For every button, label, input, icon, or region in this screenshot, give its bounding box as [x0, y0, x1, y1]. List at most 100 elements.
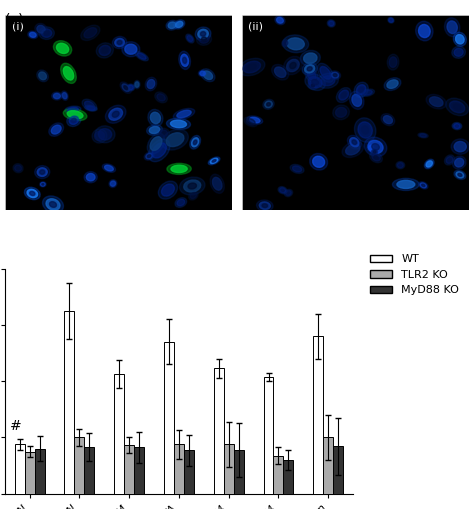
Ellipse shape	[188, 183, 197, 189]
Ellipse shape	[350, 137, 359, 147]
Ellipse shape	[115, 38, 124, 46]
Ellipse shape	[199, 70, 207, 77]
Ellipse shape	[109, 108, 123, 120]
Ellipse shape	[146, 125, 163, 135]
Ellipse shape	[392, 178, 419, 190]
Ellipse shape	[311, 84, 315, 87]
Bar	[84, 447, 94, 494]
Ellipse shape	[452, 123, 462, 130]
Ellipse shape	[52, 92, 62, 100]
Ellipse shape	[49, 202, 56, 207]
Ellipse shape	[186, 34, 194, 43]
Ellipse shape	[122, 42, 140, 57]
Ellipse shape	[84, 27, 97, 38]
Ellipse shape	[447, 21, 457, 34]
Ellipse shape	[148, 139, 170, 162]
Ellipse shape	[244, 117, 257, 127]
Ellipse shape	[99, 45, 110, 55]
Ellipse shape	[308, 81, 318, 90]
Ellipse shape	[272, 65, 289, 80]
Bar	[234, 450, 244, 494]
Ellipse shape	[63, 93, 67, 99]
Ellipse shape	[175, 197, 187, 207]
Ellipse shape	[388, 17, 394, 23]
Ellipse shape	[208, 157, 220, 165]
Ellipse shape	[102, 48, 108, 53]
Ellipse shape	[333, 105, 349, 120]
Ellipse shape	[196, 33, 211, 45]
Ellipse shape	[267, 103, 270, 106]
Ellipse shape	[67, 114, 81, 127]
Ellipse shape	[452, 156, 466, 169]
Ellipse shape	[364, 137, 387, 157]
Ellipse shape	[284, 189, 292, 196]
Bar	[74, 437, 84, 494]
Ellipse shape	[87, 106, 95, 110]
Ellipse shape	[274, 67, 286, 77]
Ellipse shape	[328, 20, 335, 27]
Ellipse shape	[200, 71, 205, 75]
Ellipse shape	[201, 69, 215, 81]
Ellipse shape	[181, 54, 189, 67]
Ellipse shape	[336, 107, 346, 117]
Ellipse shape	[145, 77, 157, 91]
Ellipse shape	[61, 91, 68, 100]
Ellipse shape	[341, 93, 346, 98]
Ellipse shape	[329, 71, 341, 79]
Ellipse shape	[372, 154, 380, 161]
Ellipse shape	[195, 27, 211, 41]
Ellipse shape	[159, 96, 163, 99]
Ellipse shape	[361, 89, 374, 96]
Ellipse shape	[99, 129, 112, 140]
Ellipse shape	[305, 74, 326, 91]
Ellipse shape	[135, 82, 139, 87]
Legend: WT, TLR2 KO, MyD88 KO: WT, TLR2 KO, MyD88 KO	[366, 250, 464, 300]
Ellipse shape	[313, 156, 325, 167]
Ellipse shape	[455, 158, 464, 167]
Ellipse shape	[67, 110, 83, 119]
Bar	[273, 456, 283, 494]
Ellipse shape	[127, 84, 135, 91]
Ellipse shape	[134, 80, 140, 89]
Ellipse shape	[117, 40, 122, 44]
Ellipse shape	[175, 21, 183, 27]
Ellipse shape	[292, 166, 301, 172]
Bar	[214, 369, 224, 494]
Ellipse shape	[301, 50, 320, 66]
Ellipse shape	[171, 165, 187, 173]
Ellipse shape	[416, 21, 433, 41]
Ellipse shape	[263, 99, 274, 109]
Ellipse shape	[150, 137, 162, 151]
Ellipse shape	[349, 91, 364, 109]
Ellipse shape	[373, 151, 376, 153]
Ellipse shape	[446, 157, 453, 163]
Ellipse shape	[40, 170, 45, 174]
Ellipse shape	[203, 71, 213, 79]
Ellipse shape	[256, 200, 273, 211]
Ellipse shape	[54, 93, 60, 99]
Ellipse shape	[355, 118, 376, 142]
Ellipse shape	[30, 191, 35, 195]
Text: #: #	[10, 419, 21, 433]
Ellipse shape	[144, 152, 154, 160]
Ellipse shape	[41, 183, 45, 186]
Ellipse shape	[363, 90, 372, 95]
Ellipse shape	[446, 98, 469, 116]
Ellipse shape	[321, 76, 335, 86]
Ellipse shape	[173, 20, 185, 29]
Ellipse shape	[112, 36, 127, 48]
Ellipse shape	[445, 18, 460, 37]
Ellipse shape	[27, 189, 37, 197]
Ellipse shape	[356, 84, 366, 95]
Ellipse shape	[147, 155, 151, 157]
Ellipse shape	[384, 78, 401, 91]
Bar	[323, 437, 333, 494]
Ellipse shape	[397, 180, 415, 188]
Text: (a): (a)	[5, 13, 24, 27]
Ellipse shape	[43, 196, 64, 213]
Ellipse shape	[179, 51, 191, 70]
Bar	[114, 374, 124, 494]
Ellipse shape	[193, 140, 197, 145]
Ellipse shape	[29, 33, 36, 37]
Ellipse shape	[171, 120, 186, 128]
